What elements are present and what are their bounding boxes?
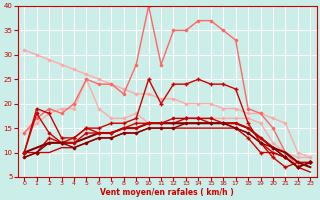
X-axis label: Vent moyen/en rafales ( km/h ): Vent moyen/en rafales ( km/h ) [100,188,234,197]
